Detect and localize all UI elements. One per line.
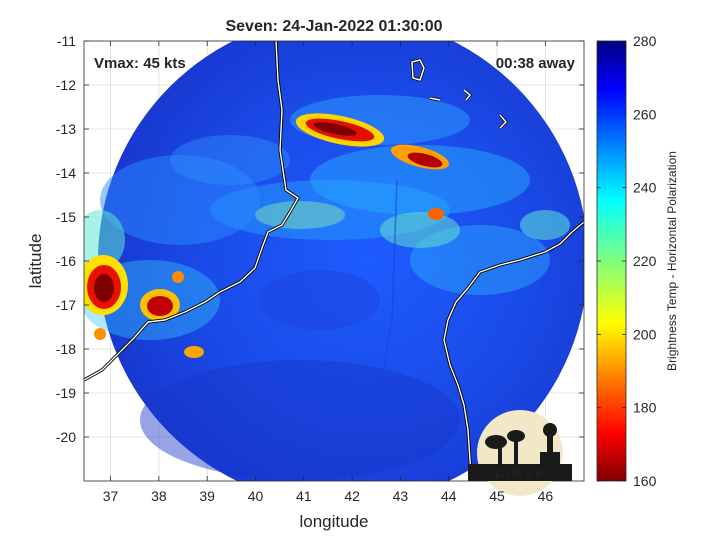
x-axis-ticks: 37 38 39 40 41 42 43 44 45 46: [103, 41, 554, 504]
colorbar-tick-label: 200: [633, 326, 657, 342]
colorbar-label: Brightness Temp - Horizontal Polarizatio…: [665, 151, 679, 371]
y-tick-label: -19: [56, 385, 76, 401]
y-axis-label: latitude: [26, 234, 45, 289]
y-tick-label: -15: [56, 209, 76, 225]
y-tick-label: -16: [56, 253, 76, 269]
x-tick-label: 42: [344, 488, 360, 504]
chart-title: Seven: 24-Jan-2022 01:30:00: [225, 18, 442, 35]
colorbar-tick-label: 260: [633, 106, 657, 122]
x-tick-label: 44: [441, 488, 457, 504]
x-tick-label: 38: [151, 488, 167, 504]
x-tick-label: 39: [199, 488, 215, 504]
cell-east: [428, 208, 444, 220]
y-tick-label: -13: [56, 121, 76, 137]
x-tick-label: 41: [296, 488, 312, 504]
convection-cells: [84, 113, 450, 358]
y-tick-label: -17: [56, 297, 76, 313]
cell-south: [184, 346, 204, 358]
x-tick-label: 45: [489, 488, 505, 504]
comoros-islands: [410, 58, 508, 130]
y-tick-label: -11: [57, 33, 76, 49]
y-tick-label: -12: [56, 77, 76, 93]
x-tick-label: 43: [393, 488, 409, 504]
y-axis-ticks: -11 -12 -13 -14 -15 -16 -17 -18 -19 -20: [56, 33, 584, 445]
colorbar-tick-label: 220: [633, 253, 657, 269]
colorbar-tick-label: 240: [633, 180, 657, 196]
x-tick-label: 40: [248, 488, 264, 504]
swath: [84, 41, 584, 481]
y-tick-label: -18: [56, 341, 76, 357]
colorbar: 160 180 200 220 240 260 280 Brightness Temp - …: [596, 33, 679, 489]
cimss-logo: CIMSS: [468, 410, 572, 496]
colorbar-tick-label: 160: [633, 473, 657, 489]
swath-seam: [363, 179, 398, 481]
swath-disk: [98, 41, 584, 481]
y-tick-label: -14: [56, 165, 76, 181]
colorbar-tick-label: 180: [633, 400, 657, 416]
colorbar-tick-label: 280: [633, 33, 657, 49]
x-tick-label: 37: [103, 488, 119, 504]
vmax-label: Vmax: 45 kts: [94, 55, 186, 72]
x-axis-label: longitude: [299, 512, 368, 531]
x-tick-label: 46: [538, 488, 554, 504]
colorbar-gradient: [596, 40, 627, 482]
y-tick-label: -20: [56, 429, 76, 445]
coastlines: [84, 41, 584, 481]
time-away-label: 00:38 away: [496, 55, 576, 72]
cimss-logo-text: CIMSS: [495, 468, 545, 480]
colorbar-ticks: 160 180 200 220 240 260 280: [597, 33, 657, 489]
